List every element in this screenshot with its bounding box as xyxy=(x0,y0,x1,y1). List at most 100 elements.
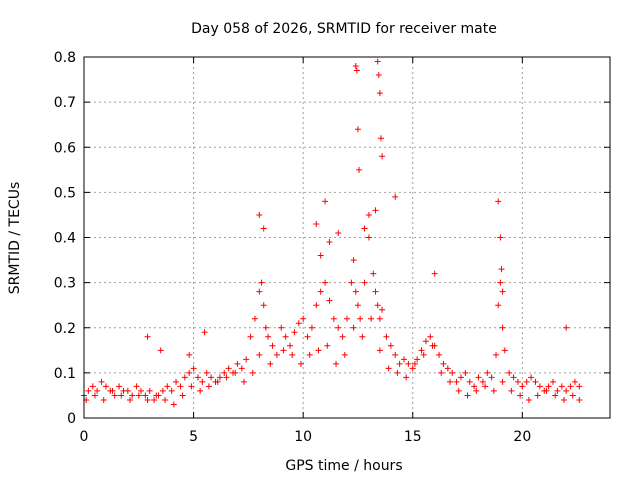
data-point xyxy=(420,351,427,358)
data-point xyxy=(523,378,530,385)
data-point xyxy=(495,198,502,205)
data-point xyxy=(392,193,399,200)
data-point xyxy=(385,365,392,372)
data-point xyxy=(308,324,315,331)
data-point xyxy=(569,392,576,399)
data-point xyxy=(234,360,241,367)
data-point xyxy=(563,387,570,394)
data-point xyxy=(493,351,500,358)
data-point xyxy=(490,387,497,394)
data-point xyxy=(409,365,416,372)
data-point xyxy=(383,333,390,340)
data-point xyxy=(168,387,175,394)
data-point xyxy=(368,315,375,322)
y-tick-label: 0.1 xyxy=(54,366,76,382)
data-point xyxy=(258,279,265,286)
data-point xyxy=(111,392,118,399)
data-point xyxy=(550,378,557,385)
data-point xyxy=(159,387,166,394)
data-point xyxy=(199,378,206,385)
y-tick-label: 0.2 xyxy=(54,321,76,337)
data-point xyxy=(354,302,361,309)
data-point xyxy=(495,302,502,309)
data-point xyxy=(326,239,333,246)
data-point xyxy=(400,356,407,363)
data-point xyxy=(429,342,436,349)
data-point xyxy=(205,383,212,390)
data-point xyxy=(194,374,201,381)
data-point xyxy=(315,347,322,354)
data-point xyxy=(545,383,552,390)
data-point xyxy=(506,369,513,376)
y-tick-label: 0.6 xyxy=(54,140,76,156)
data-point xyxy=(499,378,506,385)
data-point xyxy=(356,166,363,173)
data-point xyxy=(376,315,383,322)
data-point xyxy=(341,351,348,358)
data-point xyxy=(392,351,399,358)
data-point xyxy=(375,72,382,79)
data-point xyxy=(510,374,517,381)
data-point xyxy=(387,342,394,349)
data-point xyxy=(300,315,307,322)
data-point xyxy=(170,401,177,408)
data-point xyxy=(102,383,109,390)
data-point xyxy=(208,374,215,381)
data-point xyxy=(190,365,197,372)
y-tick-label: 0.5 xyxy=(54,185,76,201)
data-point xyxy=(405,360,412,367)
data-point xyxy=(514,378,521,385)
data-point xyxy=(525,396,532,403)
data-point xyxy=(249,369,256,376)
data-point xyxy=(427,333,434,340)
data-point xyxy=(376,90,383,97)
data-point xyxy=(354,126,361,133)
data-point xyxy=(554,387,561,394)
data-point xyxy=(361,279,368,286)
data-point xyxy=(297,360,304,367)
plot-frame xyxy=(83,56,611,419)
data-point xyxy=(203,369,210,376)
data-point xyxy=(473,387,480,394)
x-tick-label: 5 xyxy=(189,429,198,445)
data-point xyxy=(326,297,333,304)
data-point xyxy=(265,333,272,340)
data-point xyxy=(560,396,567,403)
data-point xyxy=(436,351,443,358)
data-point xyxy=(357,315,364,322)
data-point xyxy=(374,58,381,65)
data-point xyxy=(536,383,543,390)
data-point xyxy=(287,342,294,349)
data-point xyxy=(431,270,438,277)
grid-layer xyxy=(84,57,610,418)
data-point xyxy=(153,392,160,399)
data-point xyxy=(127,396,134,403)
data-point xyxy=(223,374,230,381)
data-point xyxy=(352,63,359,70)
data-point xyxy=(350,324,357,331)
data-point xyxy=(466,378,473,385)
data-point xyxy=(517,392,524,399)
data-point xyxy=(89,383,96,390)
data-point xyxy=(135,392,142,399)
data-point xyxy=(221,369,228,376)
data-point xyxy=(197,387,204,394)
data-point xyxy=(379,153,386,160)
data-point xyxy=(317,252,324,259)
data-point xyxy=(144,333,151,340)
data-point xyxy=(177,383,184,390)
data-point xyxy=(269,342,276,349)
y-tick-label: 0.4 xyxy=(54,231,76,247)
x-axis-title: GPS time / hours xyxy=(285,458,402,474)
data-point xyxy=(100,396,107,403)
data-point xyxy=(501,347,508,354)
data-point xyxy=(532,378,539,385)
data-point xyxy=(282,333,289,340)
chart-title: Day 058 of 2026, SRMTID for receiver mat… xyxy=(191,21,497,37)
data-point xyxy=(118,392,125,399)
data-point xyxy=(348,279,355,286)
data-point xyxy=(365,234,372,241)
data-point xyxy=(453,378,460,385)
data-point xyxy=(418,347,425,354)
data-point xyxy=(497,234,504,241)
